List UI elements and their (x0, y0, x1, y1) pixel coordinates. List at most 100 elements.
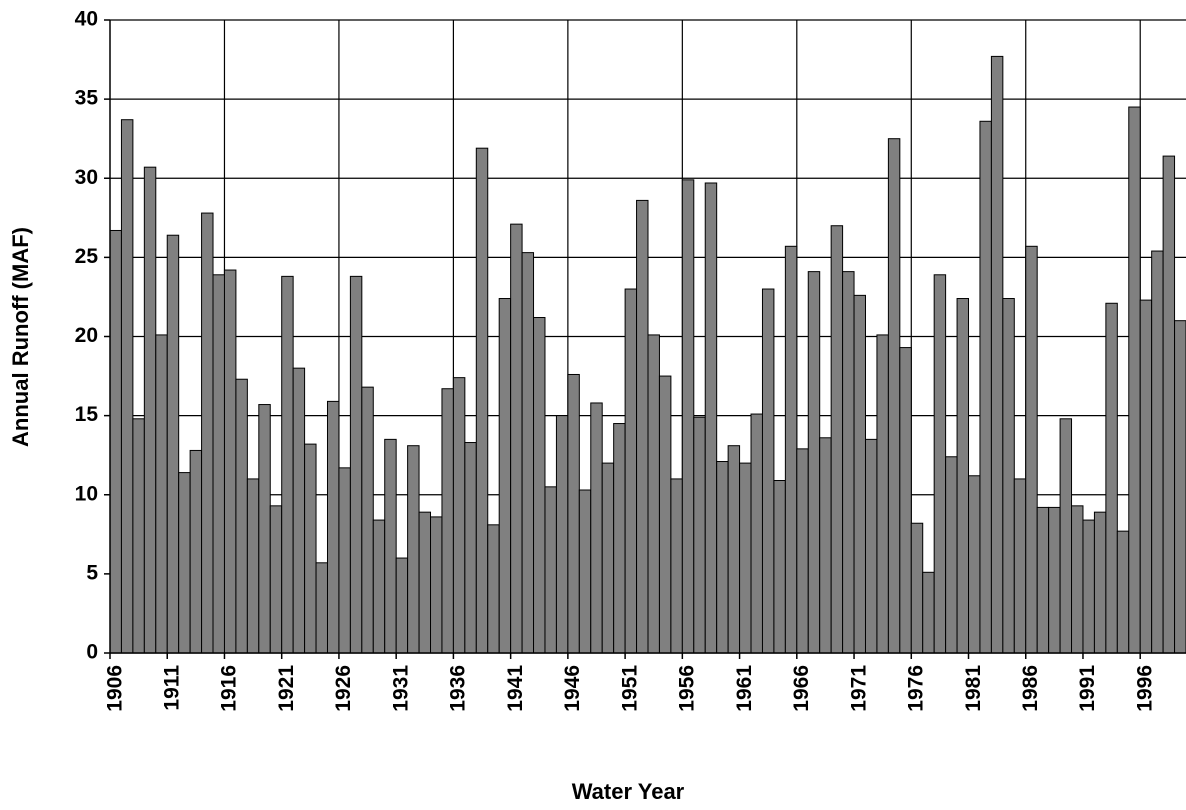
x-tick-label: 1946 (561, 665, 584, 712)
bar (624, 288, 638, 654)
bar (361, 386, 374, 654)
bar (1151, 250, 1164, 654)
bar (1162, 155, 1176, 654)
x-tick-label: 1996 (1133, 665, 1156, 712)
bar (258, 404, 271, 654)
bar (1116, 530, 1130, 654)
bar (372, 519, 386, 654)
bar (819, 437, 832, 654)
bar (681, 179, 695, 654)
bar (658, 375, 672, 654)
bar (487, 524, 500, 654)
bar (1105, 302, 1118, 654)
bar (613, 423, 626, 654)
y-tick-label: 0 (86, 641, 98, 664)
y-tick-label: 10 (75, 482, 98, 505)
bar (590, 402, 603, 654)
bar (1128, 106, 1141, 654)
bar (956, 298, 970, 654)
bar (567, 373, 580, 654)
x-tick-label: 1941 (504, 665, 527, 712)
x-tick-label: 1906 (103, 665, 126, 712)
bar (132, 418, 145, 654)
bar (1002, 298, 1015, 654)
bar (853, 294, 866, 654)
x-tick-label: 1961 (733, 665, 756, 712)
y-tick-label: 20 (75, 324, 98, 347)
bar (1082, 519, 1095, 654)
x-tick-label: 1921 (275, 665, 298, 712)
x-tick-label: 1936 (447, 665, 470, 712)
bar (945, 456, 958, 654)
bar (269, 505, 283, 654)
bar (1093, 511, 1107, 654)
bar (109, 229, 122, 654)
bar (498, 298, 512, 654)
bar (739, 462, 752, 654)
bar (704, 182, 718, 654)
bar (670, 478, 683, 654)
bar (395, 557, 409, 654)
bar (235, 378, 248, 654)
bar (246, 478, 260, 654)
bar (578, 489, 592, 654)
bar (533, 317, 546, 654)
bar (475, 147, 489, 654)
bar (292, 367, 306, 654)
bar (922, 571, 935, 654)
x-tick-label: 1951 (618, 665, 641, 712)
bar (166, 234, 180, 654)
bar (384, 438, 397, 654)
x-tick-label: 1926 (332, 665, 355, 712)
bar (887, 138, 901, 654)
x-tick-label: 1986 (1019, 665, 1042, 712)
y-tick-label: 40 (75, 8, 98, 31)
bar (304, 443, 317, 654)
bar (761, 288, 775, 654)
bar (315, 562, 328, 654)
x-tick-label: 1976 (905, 665, 928, 712)
bar (1048, 506, 1061, 654)
bar (521, 252, 535, 654)
bar (1139, 299, 1153, 654)
bar (784, 245, 798, 654)
bar (910, 522, 924, 654)
bar (773, 480, 786, 654)
bar (1013, 478, 1027, 654)
y-tick-label: 35 (75, 87, 99, 110)
x-axis-title: Water Year (572, 779, 685, 804)
bar (349, 275, 363, 654)
bar (326, 400, 340, 654)
bar (189, 449, 203, 654)
bar (899, 347, 912, 654)
bar (1036, 506, 1050, 654)
bar (716, 461, 729, 654)
bar (990, 55, 1004, 654)
bar (120, 119, 134, 654)
bar (842, 271, 855, 654)
bar (441, 388, 454, 654)
bar (544, 486, 557, 654)
y-tick-label: 30 (75, 166, 98, 189)
x-tick-label: 1916 (218, 665, 241, 712)
bar (178, 472, 191, 654)
x-tick-label: 1971 (847, 665, 870, 712)
bar (452, 377, 466, 654)
bar (1174, 320, 1186, 654)
bar (201, 212, 214, 654)
bar (807, 271, 821, 654)
bar (647, 334, 660, 654)
x-tick-label: 1981 (962, 665, 985, 712)
bar (750, 413, 763, 654)
bar (933, 274, 947, 654)
bar (407, 445, 420, 654)
bar (796, 448, 809, 654)
bar (1059, 418, 1073, 654)
bar (223, 269, 237, 654)
x-tick-label: 1956 (676, 665, 699, 712)
x-tick-label: 1966 (790, 665, 813, 712)
x-tick-label: 1911 (161, 665, 184, 711)
bar (338, 467, 351, 654)
x-tick-label: 1931 (389, 665, 412, 712)
